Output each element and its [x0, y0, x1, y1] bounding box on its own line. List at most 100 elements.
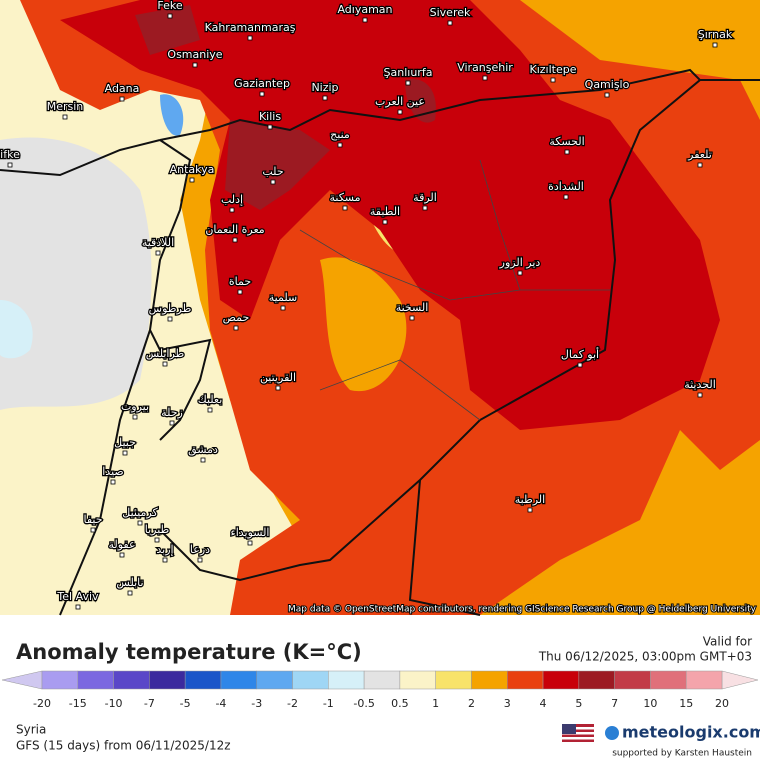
city-label: إدلب	[221, 193, 243, 206]
city-label: Şanlıurfa	[384, 66, 433, 79]
city-marker	[233, 325, 239, 331]
colorbar-tick-label: -1	[323, 697, 334, 710]
city-marker	[7, 162, 13, 168]
colorbar-tick-label: 2	[468, 697, 475, 710]
city-label: حمص	[223, 311, 250, 324]
city-label: Viranşehir	[457, 61, 513, 74]
city-marker	[155, 250, 161, 256]
admin-lines	[299, 159, 610, 421]
valid-label: Valid for	[703, 635, 752, 649]
city-marker	[119, 96, 125, 102]
city-marker	[577, 362, 583, 368]
city-marker	[90, 527, 96, 533]
model-run: GFS (15 days) from 06/11/2025/12z	[16, 739, 231, 753]
colorbar-box	[328, 670, 365, 690]
colorbar-box	[507, 670, 544, 690]
city-marker	[564, 149, 570, 155]
city-label: بيروت	[121, 400, 149, 413]
colorbar-box	[77, 670, 114, 690]
city-label: درعا	[190, 543, 210, 556]
city-label: طرطوس	[149, 302, 192, 315]
city-label: Siverek	[430, 6, 471, 19]
colorbar-tick-label: 1	[432, 697, 439, 710]
city-label: Kahramanmaraş	[205, 21, 296, 34]
colorbar-tick-label: -5	[180, 697, 191, 710]
city-marker	[247, 540, 253, 546]
map: Feke Kahramanmaraş Adıyaman Siverek Şırnak Os…	[0, 0, 760, 616]
city-marker	[119, 552, 125, 558]
colorbar-tick-label: -2	[287, 697, 298, 710]
city-label: سلمية	[269, 291, 297, 304]
city-marker	[247, 35, 253, 41]
city-label: الطبقة	[370, 205, 400, 218]
city-marker	[362, 17, 368, 23]
city-label: Şırnak	[698, 28, 733, 41]
city-marker	[189, 177, 195, 183]
city-label: Kızıltepe	[530, 63, 577, 76]
city-label: عين العرب	[375, 95, 425, 108]
city-marker	[197, 557, 203, 563]
colorbar-end	[721, 670, 759, 690]
city-marker	[517, 270, 523, 276]
city-label: منبج	[330, 128, 350, 141]
city-marker	[322, 95, 328, 101]
colorbar-tick-label: 20	[715, 697, 729, 710]
city-label: Mersin	[47, 100, 84, 113]
city-marker	[342, 205, 348, 211]
colorbar-box	[256, 670, 293, 690]
colorbar-tick-label: -10	[105, 697, 123, 710]
city-marker	[237, 289, 243, 295]
colorbar-box	[113, 670, 150, 690]
city-label: تلعفر	[687, 148, 712, 161]
colorbar-tick-label: -7	[144, 697, 155, 710]
attribution: Map data © OpenStreetMap contributors, r…	[288, 605, 757, 615]
city-marker	[162, 361, 168, 367]
colorbar-box	[542, 670, 580, 690]
region: Syria	[16, 723, 46, 737]
brand: meteologix.com	[622, 723, 760, 742]
city-label: Adana	[105, 82, 140, 95]
city-label: Osmaniye	[167, 48, 222, 61]
colorbar-tick-label: -20	[33, 697, 51, 710]
city-marker	[422, 205, 428, 211]
colorbar-box	[471, 670, 508, 690]
city-label: اللاذقية	[142, 236, 174, 249]
city-label: Tel Aviv	[56, 590, 99, 603]
city-label: إربد	[156, 543, 173, 556]
colorbar-box	[363, 670, 401, 690]
colorbar: -20 -15 -10 -7 -5 -4 -3 -2 -1 -0.5 0.5 1 2 3 4 5 7 10 15 20	[1, 670, 759, 710]
colorbar-box	[220, 670, 257, 690]
city-label: الرقة	[413, 191, 437, 204]
colorbar-box	[41, 670, 79, 690]
colorbar-end	[1, 670, 43, 690]
city-label: طرابلس	[146, 347, 185, 360]
city-label: Kilis	[259, 110, 281, 123]
city-marker	[200, 457, 206, 463]
city-marker	[563, 194, 569, 200]
city-marker	[604, 92, 610, 98]
city-marker	[167, 13, 173, 19]
city-label: القريتين	[260, 371, 296, 384]
colorbar-tick-label: 4	[540, 697, 547, 710]
city-label: حيفا	[83, 513, 102, 526]
city-marker	[397, 109, 403, 115]
city-label: أبو كمال	[561, 347, 599, 361]
very-hot-area	[225, 120, 330, 210]
city-label: الحديثة	[684, 378, 716, 391]
colorbar-tick-label: -3	[251, 697, 262, 710]
city-marker	[154, 537, 160, 543]
city-marker	[405, 80, 411, 86]
city-label: زحلة	[161, 406, 183, 419]
city-marker	[207, 407, 213, 413]
colorbar-box	[685, 670, 723, 690]
city-label: صيدا	[102, 465, 124, 478]
valid-time: Thu 06/12/2025, 03:00pm GMT+03	[538, 650, 752, 664]
city-marker	[697, 392, 703, 398]
city-marker	[169, 420, 175, 426]
us-flag	[562, 724, 594, 742]
very-hot-area	[405, 79, 436, 123]
city-marker	[229, 207, 235, 213]
city-label: مسكنة	[330, 191, 361, 204]
city-label: الحسكة	[549, 135, 584, 148]
